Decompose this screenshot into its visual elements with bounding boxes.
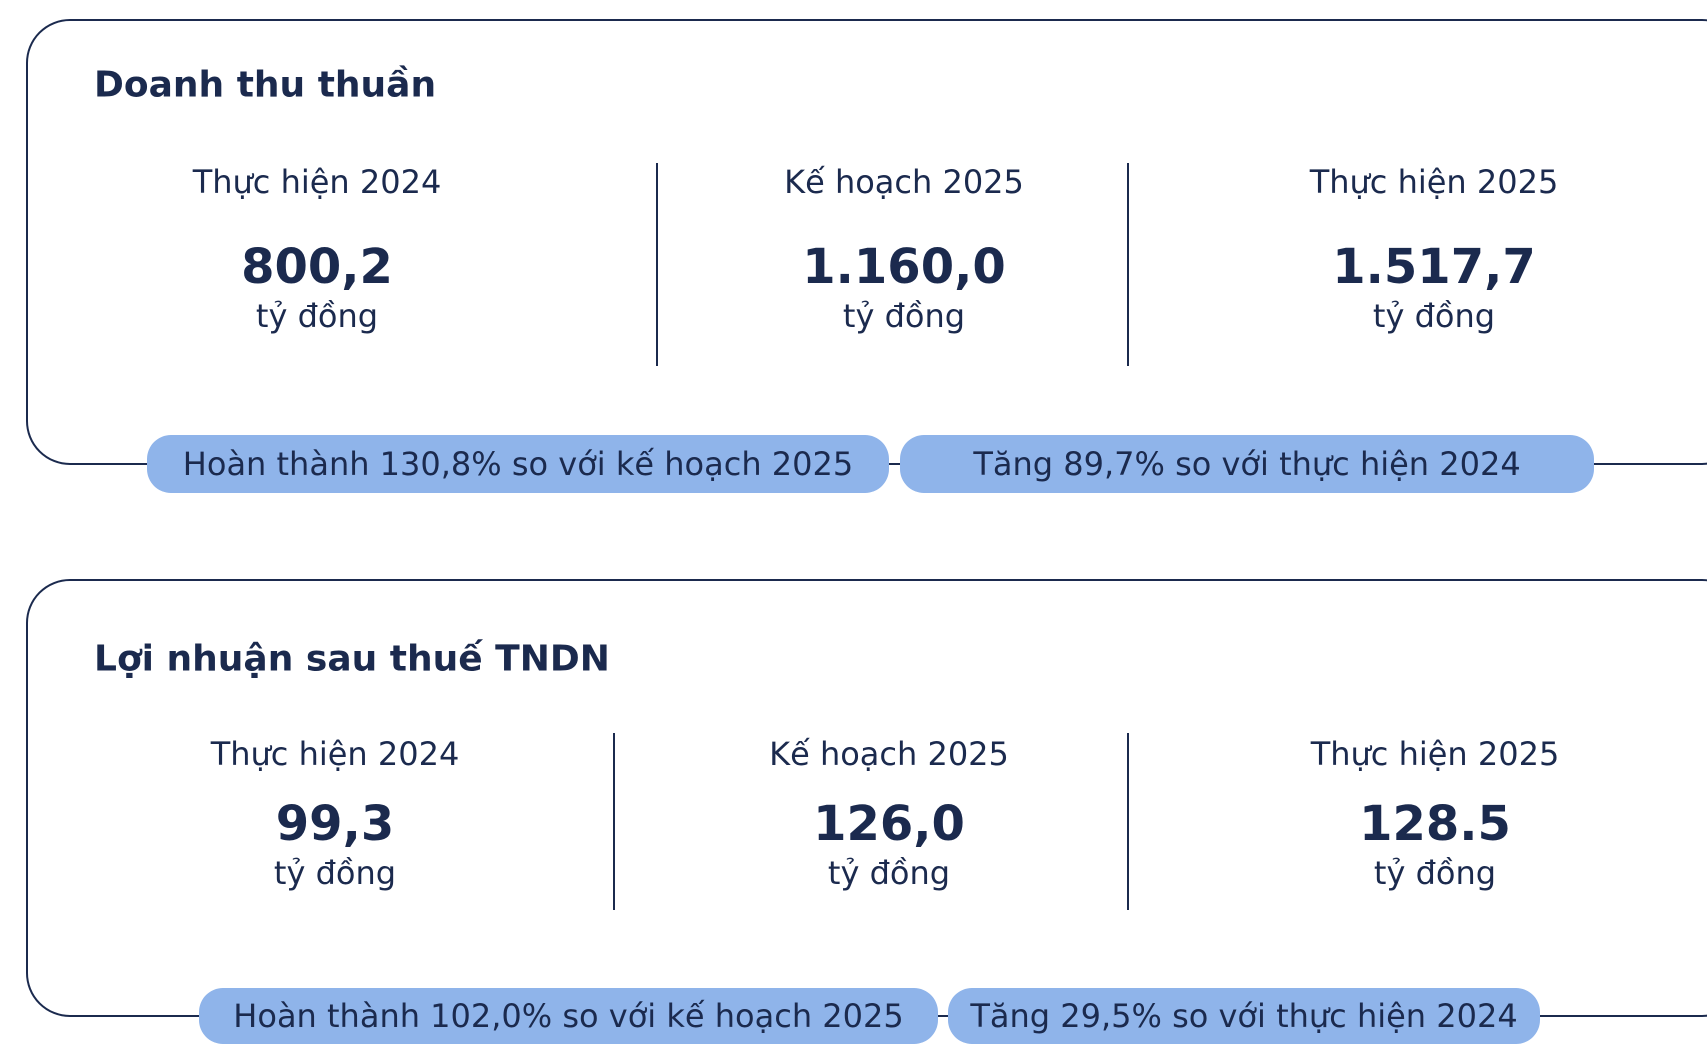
column-unit: tỷ đồng (1372, 297, 1496, 335)
column-label: Thực hiện 2025 (1310, 735, 1560, 773)
column-unit: tỷ đồng (842, 297, 966, 335)
divider (656, 163, 658, 366)
card-title: Doanh thu thuần (94, 64, 437, 106)
column-value: 1.517,7 (1332, 239, 1536, 295)
column-value: 800,2 (241, 239, 393, 295)
divider (1127, 733, 1129, 910)
card-title: Lợi nhuận sau thuế TNDN (94, 638, 610, 680)
column-value: 99,3 (275, 796, 395, 852)
column-value: 126,0 (813, 796, 965, 852)
column-label: Kế hoạch 2025 (769, 735, 1009, 773)
column-unit: tỷ đồng (255, 297, 379, 335)
divider (1127, 163, 1129, 366)
badge: Tăng 29,5% so với thực hiện 2024 (948, 988, 1540, 1044)
column-value: 1.160,0 (802, 239, 1006, 295)
divider (613, 733, 615, 910)
badge: Tăng 89,7% so với thực hiện 2024 (900, 435, 1594, 493)
column-label: Kế hoạch 2025 (784, 163, 1024, 201)
column-unit: tỷ đồng (273, 854, 397, 892)
column-unit: tỷ đồng (827, 854, 951, 892)
badge: Hoàn thành 102,0% so với kế hoạch 2025 (199, 988, 938, 1044)
column-label: Thực hiện 2024 (210, 735, 460, 773)
column-unit: tỷ đồng (1373, 854, 1497, 892)
column-label: Thực hiện 2025 (1309, 163, 1559, 201)
column-label: Thực hiện 2024 (192, 163, 442, 201)
badge: Hoàn thành 130,8% so với kế hoạch 2025 (147, 435, 889, 493)
column-value: 128.5 (1359, 796, 1511, 852)
